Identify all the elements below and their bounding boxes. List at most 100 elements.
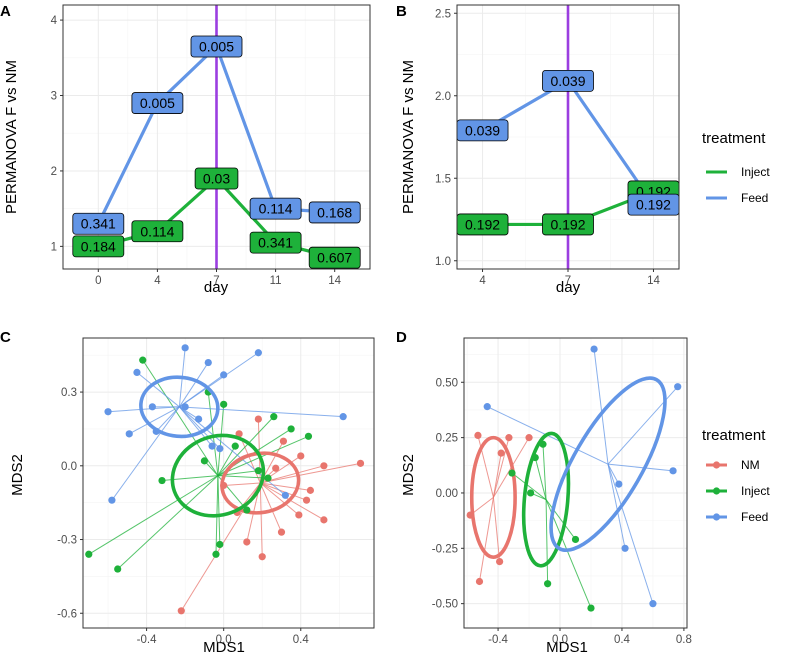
y-tick-label-d: 0.00	[436, 488, 458, 500]
data-point-nm	[254, 415, 262, 423]
confidence-ellipse-feed	[139, 375, 220, 439]
legend-top: treatment Inject Feed	[702, 130, 770, 205]
data-point-nm	[475, 577, 484, 586]
data-point-feed	[220, 371, 228, 379]
data-point-nm	[220, 481, 228, 490]
panel-tag-c: C	[0, 329, 11, 346]
data-point-feed	[621, 544, 629, 552]
spider-line-nm	[223, 482, 261, 486]
y-tick-label-c: 0.3	[61, 387, 77, 399]
x-axis-label-d: MDS1	[546, 639, 588, 656]
legend-label-feed: Feed	[741, 510, 768, 524]
spider-line-feed	[136, 372, 180, 408]
data-point-inject	[544, 580, 552, 588]
spider-line-nm	[259, 482, 282, 533]
data-point-feed	[204, 358, 212, 367]
x-tick-label-a: 7	[213, 275, 219, 287]
y-axis-label-d: MDS2	[400, 454, 417, 496]
data-label-text-inject: 0.341	[258, 235, 293, 251]
spider-line-feed	[607, 463, 674, 472]
data-label-inject-b: 0.192	[542, 213, 594, 236]
data-label-text-feed: 0.039	[550, 73, 585, 89]
spider-line-inject	[217, 475, 269, 479]
spider-line-nm	[260, 482, 311, 491]
spider-line-feed	[111, 406, 180, 501]
spider-line-inject	[542, 444, 547, 500]
spider-line-inject	[117, 475, 219, 570]
y-tick-label-c: -0.3	[57, 535, 77, 547]
spider-line-nm	[492, 453, 502, 498]
data-point-feed	[674, 383, 682, 391]
y-tick-label-c: -0.6	[57, 608, 77, 620]
y-axis-label-c: MDS2	[9, 454, 26, 496]
data-point-nm	[272, 464, 280, 472]
data-point-nm	[277, 528, 286, 536]
legend-key-point-feed	[712, 513, 721, 521]
x-tick-label-d: 0.4	[614, 634, 631, 646]
data-label-text-inject: 0.607	[317, 250, 352, 266]
data-label-box-inject	[249, 231, 302, 254]
data-label-box-inject	[194, 167, 239, 190]
data-point-nm	[466, 511, 474, 519]
spider-line-feed	[178, 362, 209, 408]
panel-tag-d: D	[396, 329, 407, 346]
data-point-nm	[177, 607, 185, 615]
data-point-nm	[295, 511, 303, 519]
data-point-feed	[483, 403, 491, 411]
data-point-inject	[270, 413, 278, 421]
spider-line-inject	[217, 475, 221, 545]
data-label-feed-a: 0.005	[131, 92, 184, 114]
x-tick-label-a: 0	[95, 275, 101, 287]
data-point-feed	[208, 442, 216, 450]
data-point-feed	[195, 415, 203, 423]
spider-line-feed	[607, 463, 620, 485]
data-label-feed-a: 0.114	[249, 197, 302, 220]
data-point-feed	[216, 444, 224, 453]
legend-label-nm: NM	[741, 458, 760, 472]
x-axis-label-b: day	[556, 279, 581, 296]
data-point-feed	[181, 403, 189, 411]
spider-line-nm	[492, 497, 501, 562]
panel-tag-b: B	[396, 3, 407, 20]
y-tick-label-a: 2	[51, 166, 57, 178]
data-point-feed	[281, 491, 289, 499]
data-point-nm	[279, 437, 288, 445]
legend-label-inject: Inject	[741, 165, 770, 179]
data-point-inject	[587, 604, 595, 612]
data-point-nm	[258, 553, 266, 561]
data-point-nm	[235, 430, 243, 438]
x-tick-label-c: -0.4	[137, 634, 157, 646]
data-point-inject	[254, 467, 262, 475]
data-label-text-inject: 0.192	[465, 216, 500, 232]
y-tick-label-a: 3	[51, 91, 57, 103]
plot-layer-d	[464, 338, 687, 628]
y-tick-label-b: 2.0	[435, 91, 451, 103]
data-label-box-feed	[542, 70, 594, 92]
legend-bottom: treatment NM Inject Feed	[702, 427, 770, 524]
legend-label-feed: Feed	[741, 191, 768, 205]
spider-line-nm	[259, 482, 300, 516]
y-tick-label-d: 0.25	[436, 433, 458, 445]
data-point-nm	[243, 538, 251, 546]
panel-d: D MDS2 MDS1 -0.4 0.0 0.4 0.8 -0.50 -0.25 0.00 0…	[396, 329, 692, 656]
spider-line-nm	[259, 482, 263, 557]
confidence-ellipse-nm	[469, 435, 517, 559]
y-tick-label-c: 0.0	[61, 461, 77, 473]
y-axis-label-b: PERMANOVA F vs NM	[400, 60, 417, 214]
data-label-feed-a: 0.168	[308, 201, 361, 224]
spider-line-inject	[545, 499, 576, 540]
spider-line-nm	[260, 462, 361, 484]
panel-tag-a: A	[0, 3, 11, 20]
spider-line-feed	[108, 406, 180, 413]
data-point-feed	[181, 344, 189, 352]
spider-line-nm	[260, 482, 325, 521]
confidence-ellipse-nm	[220, 451, 301, 515]
x-tick-label-a: 14	[328, 275, 341, 287]
data-point-inject	[212, 550, 220, 558]
data-label-text-inject: 0.114	[140, 223, 174, 239]
data-label-feed-a: 0.005	[190, 35, 243, 58]
data-point-inject	[231, 442, 239, 450]
data-label-inject-b: 0.192	[456, 213, 509, 236]
spider-line-inject	[142, 359, 219, 476]
